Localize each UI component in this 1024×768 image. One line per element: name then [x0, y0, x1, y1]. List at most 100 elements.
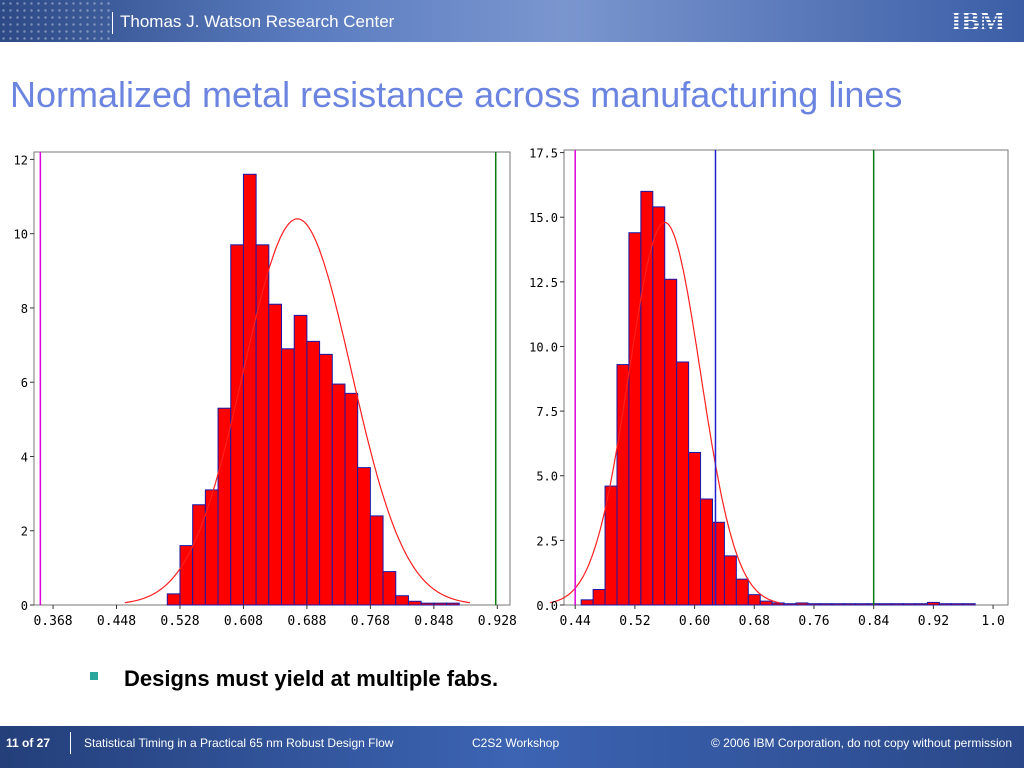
- y-tick-label: 6: [21, 376, 28, 390]
- histogram-bar: [664, 278, 678, 606]
- histogram-bar: [306, 340, 321, 606]
- copyright: © 2006 IBM Corporation, do not copy with…: [711, 736, 1012, 750]
- histogram-bar: [640, 190, 654, 606]
- histogram-bar: [938, 603, 952, 606]
- header-divider: [112, 12, 113, 34]
- slide-title: Normalized metal resistance across manuf…: [10, 74, 903, 115]
- histogram-chart-right: 0.0 2.5 5.0 7.5 10.0 12.5 15.0 17.5 0.44 0.52 0.60…: [529, 147, 1009, 629]
- histogram-bar: [926, 601, 940, 606]
- histogram-bar: [723, 555, 737, 606]
- histogram-bar: [616, 364, 630, 606]
- y-tick-label: 10.0: [529, 340, 558, 354]
- x-tick-label: 0.528: [160, 614, 199, 629]
- histogram-bar: [217, 407, 232, 606]
- histogram-bar: [395, 595, 409, 606]
- x-tick-label: 0.68: [739, 614, 770, 629]
- fitted-normal-curve: [549, 221, 780, 604]
- y-tick-label: 7.5: [536, 405, 558, 419]
- y-tick-label: 17.5: [529, 147, 558, 161]
- histogram-bar: [319, 353, 333, 606]
- histogram-bar: [331, 383, 346, 606]
- histogram-bar: [204, 489, 219, 606]
- y-tick-label: 0: [21, 599, 28, 613]
- histogram-bar: [255, 244, 270, 606]
- histogram-bar: [382, 571, 397, 606]
- bullet-square-icon: [90, 672, 98, 681]
- histogram-bar: [592, 588, 606, 606]
- histogram-bar: [446, 602, 460, 606]
- histogram-bar: [242, 173, 257, 606]
- histogram-bar: [771, 602, 785, 606]
- histogram-bar: [759, 600, 773, 606]
- x-tick-label: 0.608: [224, 614, 263, 629]
- fitted-normal-curve: [124, 218, 471, 604]
- x-tick-label: 0.848: [414, 614, 453, 629]
- y-tick-label: 10: [14, 228, 28, 242]
- slide-header: Thomas J. Watson Research Center IBM: [0, 0, 1024, 42]
- histogram-bar: [807, 603, 821, 606]
- histogram-bar: [344, 392, 359, 606]
- histogram-bar: [747, 594, 761, 606]
- y-tick-label: 15.0: [529, 211, 558, 225]
- histogram-bar: [891, 603, 905, 606]
- histogram-bar: [420, 602, 435, 606]
- research-center-name: Thomas J. Watson Research Center: [120, 12, 395, 31]
- histogram-bar: [230, 244, 244, 606]
- histogram-bar: [179, 545, 194, 606]
- y-tick-label: 8: [21, 302, 28, 316]
- bullet-point: Designs must yield at multiple fabs.: [90, 666, 498, 692]
- histogram-bar: [676, 361, 690, 606]
- histogram-bar: [903, 603, 916, 606]
- y-tick-label: 4: [21, 450, 28, 464]
- histogram-bar: [281, 348, 295, 606]
- x-tick-label: 0.52: [619, 614, 650, 629]
- histogram-bar: [652, 206, 666, 606]
- x-tick-label: 0.60: [679, 614, 710, 629]
- venue: C2S2 Workshop: [472, 736, 560, 750]
- histogram-bar: [433, 602, 448, 606]
- x-tick-label: 0.688: [287, 614, 326, 629]
- histogram-bar: [369, 515, 384, 606]
- histogram-bar: [795, 602, 809, 606]
- y-tick-label: 5.0: [536, 470, 558, 484]
- histogram-bar: [357, 467, 371, 606]
- svg-text:IBM: IBM: [951, 6, 1005, 34]
- histogram-bar: [855, 603, 869, 606]
- histogram-bar: [166, 593, 181, 606]
- histogram-bar: [962, 603, 976, 606]
- histogram-chart-left: 0 2 4 6 8 10 12 0.368 0.448 0.528 0.608 0.688 0.768 0…: [14, 151, 517, 629]
- histogram-bar: [735, 578, 749, 606]
- histogram-bar: [879, 603, 893, 606]
- histogram-bar: [628, 232, 642, 606]
- x-tick-label: 0.768: [351, 614, 390, 629]
- y-tick-label: 2: [21, 525, 28, 539]
- x-tick-label: 0.44: [560, 614, 591, 629]
- histogram-bar: [831, 603, 845, 606]
- talk-title: Statistical Timing in a Practical 65 nm …: [84, 736, 394, 750]
- histogram-bar: [819, 603, 833, 606]
- x-tick-label: 0.76: [798, 614, 829, 629]
- x-tick-label: 1.0: [981, 614, 1004, 629]
- histogram-bar: [700, 498, 713, 606]
- page-number: 11 of 27: [6, 736, 51, 750]
- histogram-bar: [268, 303, 283, 606]
- histogram-bar: [580, 599, 594, 606]
- ibm-logo-icon: IBM: [951, 6, 1005, 34]
- histogram-bar: [783, 603, 797, 606]
- y-tick-label: 2.5: [536, 534, 558, 548]
- x-tick-label: 0.84: [858, 614, 889, 629]
- y-tick-label: 12: [14, 153, 28, 167]
- histogram-bar: [914, 603, 928, 606]
- y-tick-label: 0.0: [536, 599, 558, 613]
- bullet-text: Designs must yield at multiple fabs.: [124, 666, 499, 691]
- histogram-bar: [688, 451, 702, 606]
- header-pattern: [0, 0, 110, 42]
- x-tick-label: 0.92: [918, 614, 949, 629]
- histogram-bar: [843, 603, 857, 606]
- histogram-bar: [293, 314, 308, 606]
- histogram-bar: [711, 521, 725, 606]
- slide-footer: 11 of 27 Statistical Timing in a Practic…: [0, 726, 1024, 768]
- y-tick-label: 12.5: [529, 276, 558, 290]
- x-tick-label: 0.928: [478, 614, 517, 629]
- x-tick-label: 0.368: [33, 614, 72, 629]
